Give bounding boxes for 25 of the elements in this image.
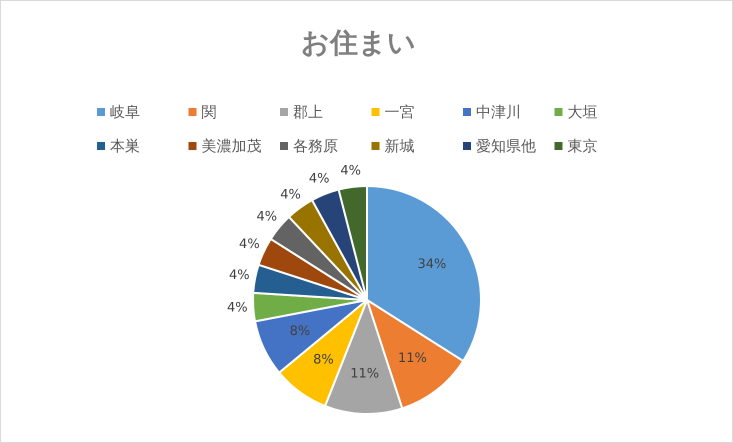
legend-label: 美濃加茂	[202, 137, 262, 155]
legend-label: 関	[202, 103, 216, 121]
data-label: 34%	[417, 256, 446, 272]
legend-label: 新城	[384, 137, 414, 155]
legend-label: 各務原	[293, 137, 338, 155]
data-label: 4%	[239, 237, 260, 252]
data-label: 8%	[313, 352, 334, 368]
legend-label: 大垣	[568, 103, 598, 121]
data-label: 4%	[308, 172, 330, 187]
legend-label: 岐阜	[110, 103, 140, 121]
data-label: 8%	[290, 324, 310, 340]
legend-label: 郡上	[293, 103, 323, 121]
legend-label: 愛知県他	[476, 137, 536, 155]
legend-label: 東京	[568, 137, 598, 155]
data-label: 4%	[256, 210, 278, 225]
data-label: 11%	[350, 366, 380, 382]
data-label: 4%	[226, 300, 248, 316]
data-label: 4%	[280, 187, 301, 202]
legend-label: 中津川	[476, 103, 521, 121]
chart-title: お住まい	[301, 26, 416, 59]
legend-label: 一宮	[384, 103, 414, 121]
data-label: 4%	[228, 268, 250, 284]
legend-label: 本巣	[110, 137, 140, 155]
data-label: 11%	[398, 351, 427, 366]
data-label: 4%	[340, 164, 362, 179]
